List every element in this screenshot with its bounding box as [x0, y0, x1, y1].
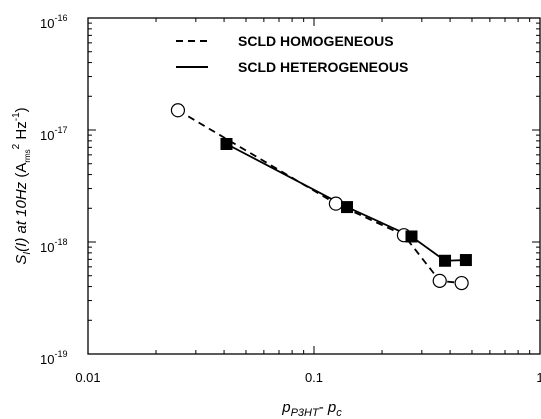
- x-tick-label: 0.1: [305, 370, 323, 385]
- series-layer: [170, 103, 472, 291]
- x-tick-label: 1: [536, 370, 541, 385]
- y-tick-label: 10-17: [40, 125, 67, 143]
- data-point-square: [439, 254, 452, 267]
- data-point-circle: [170, 103, 186, 118]
- legend-label-heterogeneous: SCLD HETEROGENEOUS: [238, 59, 408, 75]
- y-tick-label: 10-16: [40, 13, 67, 31]
- y-tick-label: 10-18: [40, 237, 67, 255]
- data-point-square: [341, 201, 354, 214]
- data-point-circle: [432, 273, 447, 288]
- axis-ticks: [87, 17, 541, 355]
- series-line-0: [177, 109, 462, 284]
- data-point-circle: [454, 275, 469, 291]
- legend-label-homogeneous: SCLD HOMOGENEOUS: [238, 33, 394, 49]
- y-tick-label: 10-19: [40, 349, 67, 367]
- data-point-circle: [328, 196, 344, 211]
- data-point-square: [405, 230, 418, 243]
- x-axis-label: pP3HT- pc: [281, 399, 342, 419]
- y-axis-label: SI(I) at 10Hz (Arms2 Hz-1): [11, 107, 33, 264]
- data-point-square: [220, 137, 233, 150]
- legend: SCLD HOMOGENEOUS SCLD HETEROGENEOUS: [176, 33, 408, 75]
- x-tick-label: 0.01: [75, 370, 100, 385]
- data-point-square: [459, 254, 472, 267]
